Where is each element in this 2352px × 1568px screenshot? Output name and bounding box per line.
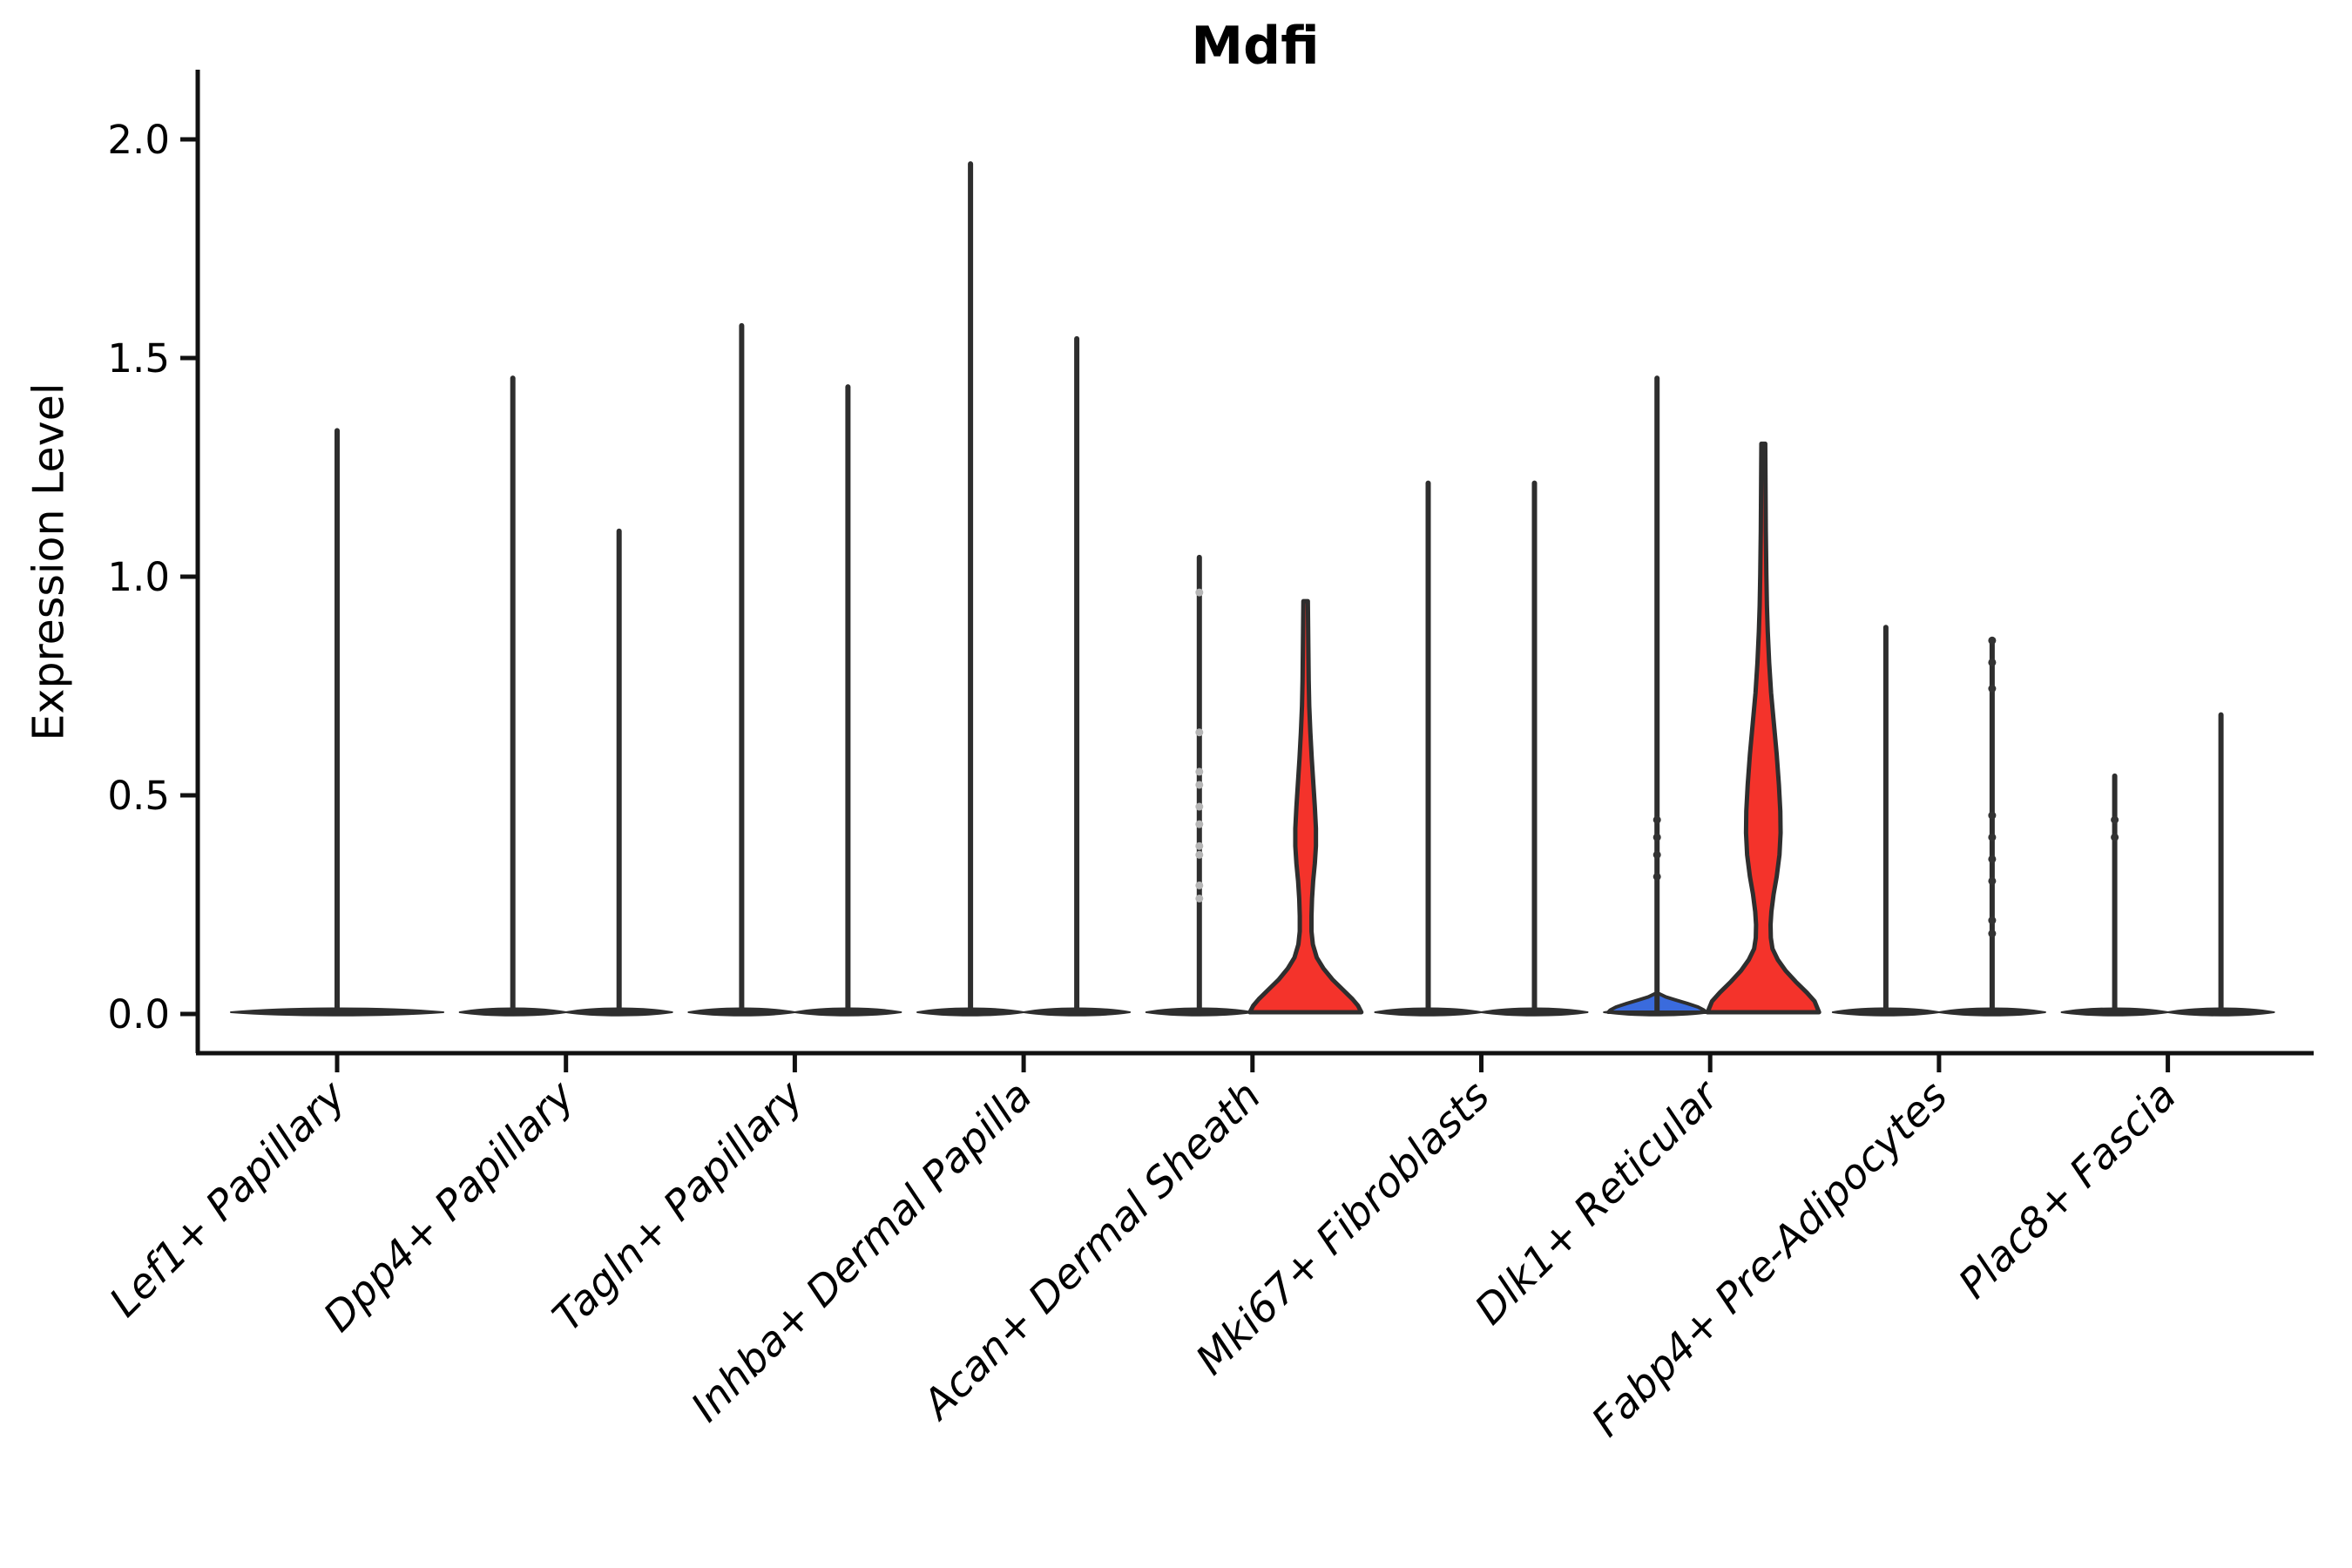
jitter-dot (1652, 815, 1661, 824)
jitter-dot (1988, 833, 1997, 841)
jitter-dot (1195, 894, 1204, 902)
jitter-dot (2111, 833, 2119, 841)
y-axis-label: Expression Level (24, 382, 74, 741)
jitter-dot (1195, 802, 1204, 811)
jitter-dot (1988, 811, 1997, 820)
y-tick-label: 2.0 (107, 117, 170, 163)
jitter-dot (2111, 815, 2119, 824)
jitter-dot (1652, 833, 1661, 841)
jitter-dot (1988, 636, 1997, 645)
y-tick-label: 0.5 (107, 773, 170, 819)
jitter-dot (1652, 872, 1661, 881)
violin-red (1705, 441, 1821, 1015)
jitter-dot (1195, 767, 1204, 776)
x-tick-label: Lef1+ Papillary (100, 1071, 355, 1327)
jitter-dot (1988, 685, 1997, 693)
jitter-dot (1988, 916, 1997, 925)
jitter-dot (1195, 820, 1204, 828)
jitter-dot (1652, 850, 1661, 859)
jitter-dot (1195, 881, 1204, 889)
x-tick-label: Dpp4+ Papillary (314, 1071, 585, 1342)
jitter-dot (1988, 876, 1997, 885)
x-tick-label: Tagln+ Papillary (544, 1071, 814, 1342)
jitter-dot (1195, 841, 1204, 850)
jitter-dot (1988, 855, 1997, 863)
jitter-dot (1988, 929, 1997, 938)
y-tick-label: 1.5 (107, 335, 170, 382)
jitter-dot (1195, 588, 1204, 597)
jitter-dot (1988, 658, 1997, 666)
y-tick-label: 0.0 (107, 991, 170, 1037)
x-tick-label: Plac8+ Fascia (1950, 1072, 2186, 1308)
jitter-dot (1195, 728, 1204, 737)
x-tick-label: Dlk1+ Reticular (1466, 1071, 1730, 1335)
chart-title: Mdfi (1191, 16, 1320, 77)
jitter-dot (1195, 850, 1204, 859)
jitter-dot (1195, 781, 1204, 789)
violin-red (1247, 598, 1364, 1015)
y-tick-label: 1.0 (107, 554, 170, 600)
